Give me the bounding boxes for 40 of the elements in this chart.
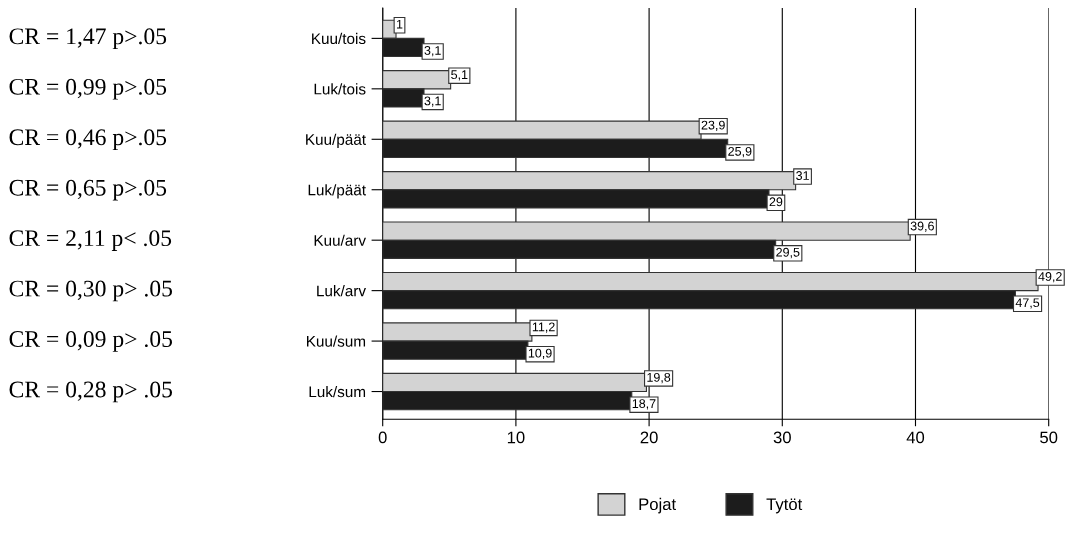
x-tick-label: 10: [507, 431, 525, 444]
y-tick-label: Luk/arv: [317, 285, 366, 297]
data-label: 25,9: [728, 146, 752, 158]
data-label: 3,1: [424, 46, 441, 57]
text: CR = 0,30 p> .05: [9, 280, 173, 302]
data-label: 39,6: [910, 221, 934, 232]
y-tick-label: Kuu/päät: [306, 133, 366, 148]
data-label: 11,2: [532, 322, 555, 333]
data-label: 47,5: [1015, 298, 1040, 309]
x-tick-label: 40: [906, 431, 925, 444]
x-tick-label: 50: [1040, 431, 1058, 444]
y-tick-label: Kuu/tois: [312, 32, 366, 45]
y-tick-label: Kuu/sum: [307, 335, 366, 347]
data-label: 29,5: [776, 247, 800, 259]
data-label: 3,1: [424, 96, 441, 107]
data-label: 1: [396, 19, 403, 29]
data-label: 10,9: [528, 348, 552, 360]
legend-label: Pojat: [639, 497, 676, 514]
data-label: 5,1: [451, 70, 468, 81]
text: CR = 0,46 p>.05: [9, 129, 167, 150]
text: CR = 2,11 p< .05: [9, 230, 172, 251]
x-tick-label: 0: [378, 431, 387, 444]
text: CR = 1,47 p>.05: [9, 28, 167, 50]
text: CR = 0,99 p>.05: [9, 78, 167, 100]
data-label: 31: [796, 171, 809, 180]
text: CR = 0,09 p> .05: [9, 331, 173, 352]
data-label: 29: [769, 197, 783, 207]
data-label: 18,7: [632, 399, 656, 410]
legend-label: Tytöt: [766, 498, 803, 514]
text: CR = 0,65 p>.05: [9, 179, 167, 201]
text: CR = 0,28 p> .05: [9, 381, 173, 403]
y-tick-label: Luk/päät: [308, 184, 366, 199]
data-label: 19,8: [647, 372, 671, 384]
data-label: 23,9: [701, 120, 725, 131]
data-label: 49,2: [1038, 272, 1062, 283]
x-tick-label: 30: [773, 431, 791, 444]
y-tick-label: Luk/tois: [314, 83, 366, 95]
y-tick-label: Kuu/arv: [314, 234, 366, 246]
y-tick-label: Luk/sum: [309, 385, 366, 398]
x-tick-label: 20: [640, 431, 658, 444]
